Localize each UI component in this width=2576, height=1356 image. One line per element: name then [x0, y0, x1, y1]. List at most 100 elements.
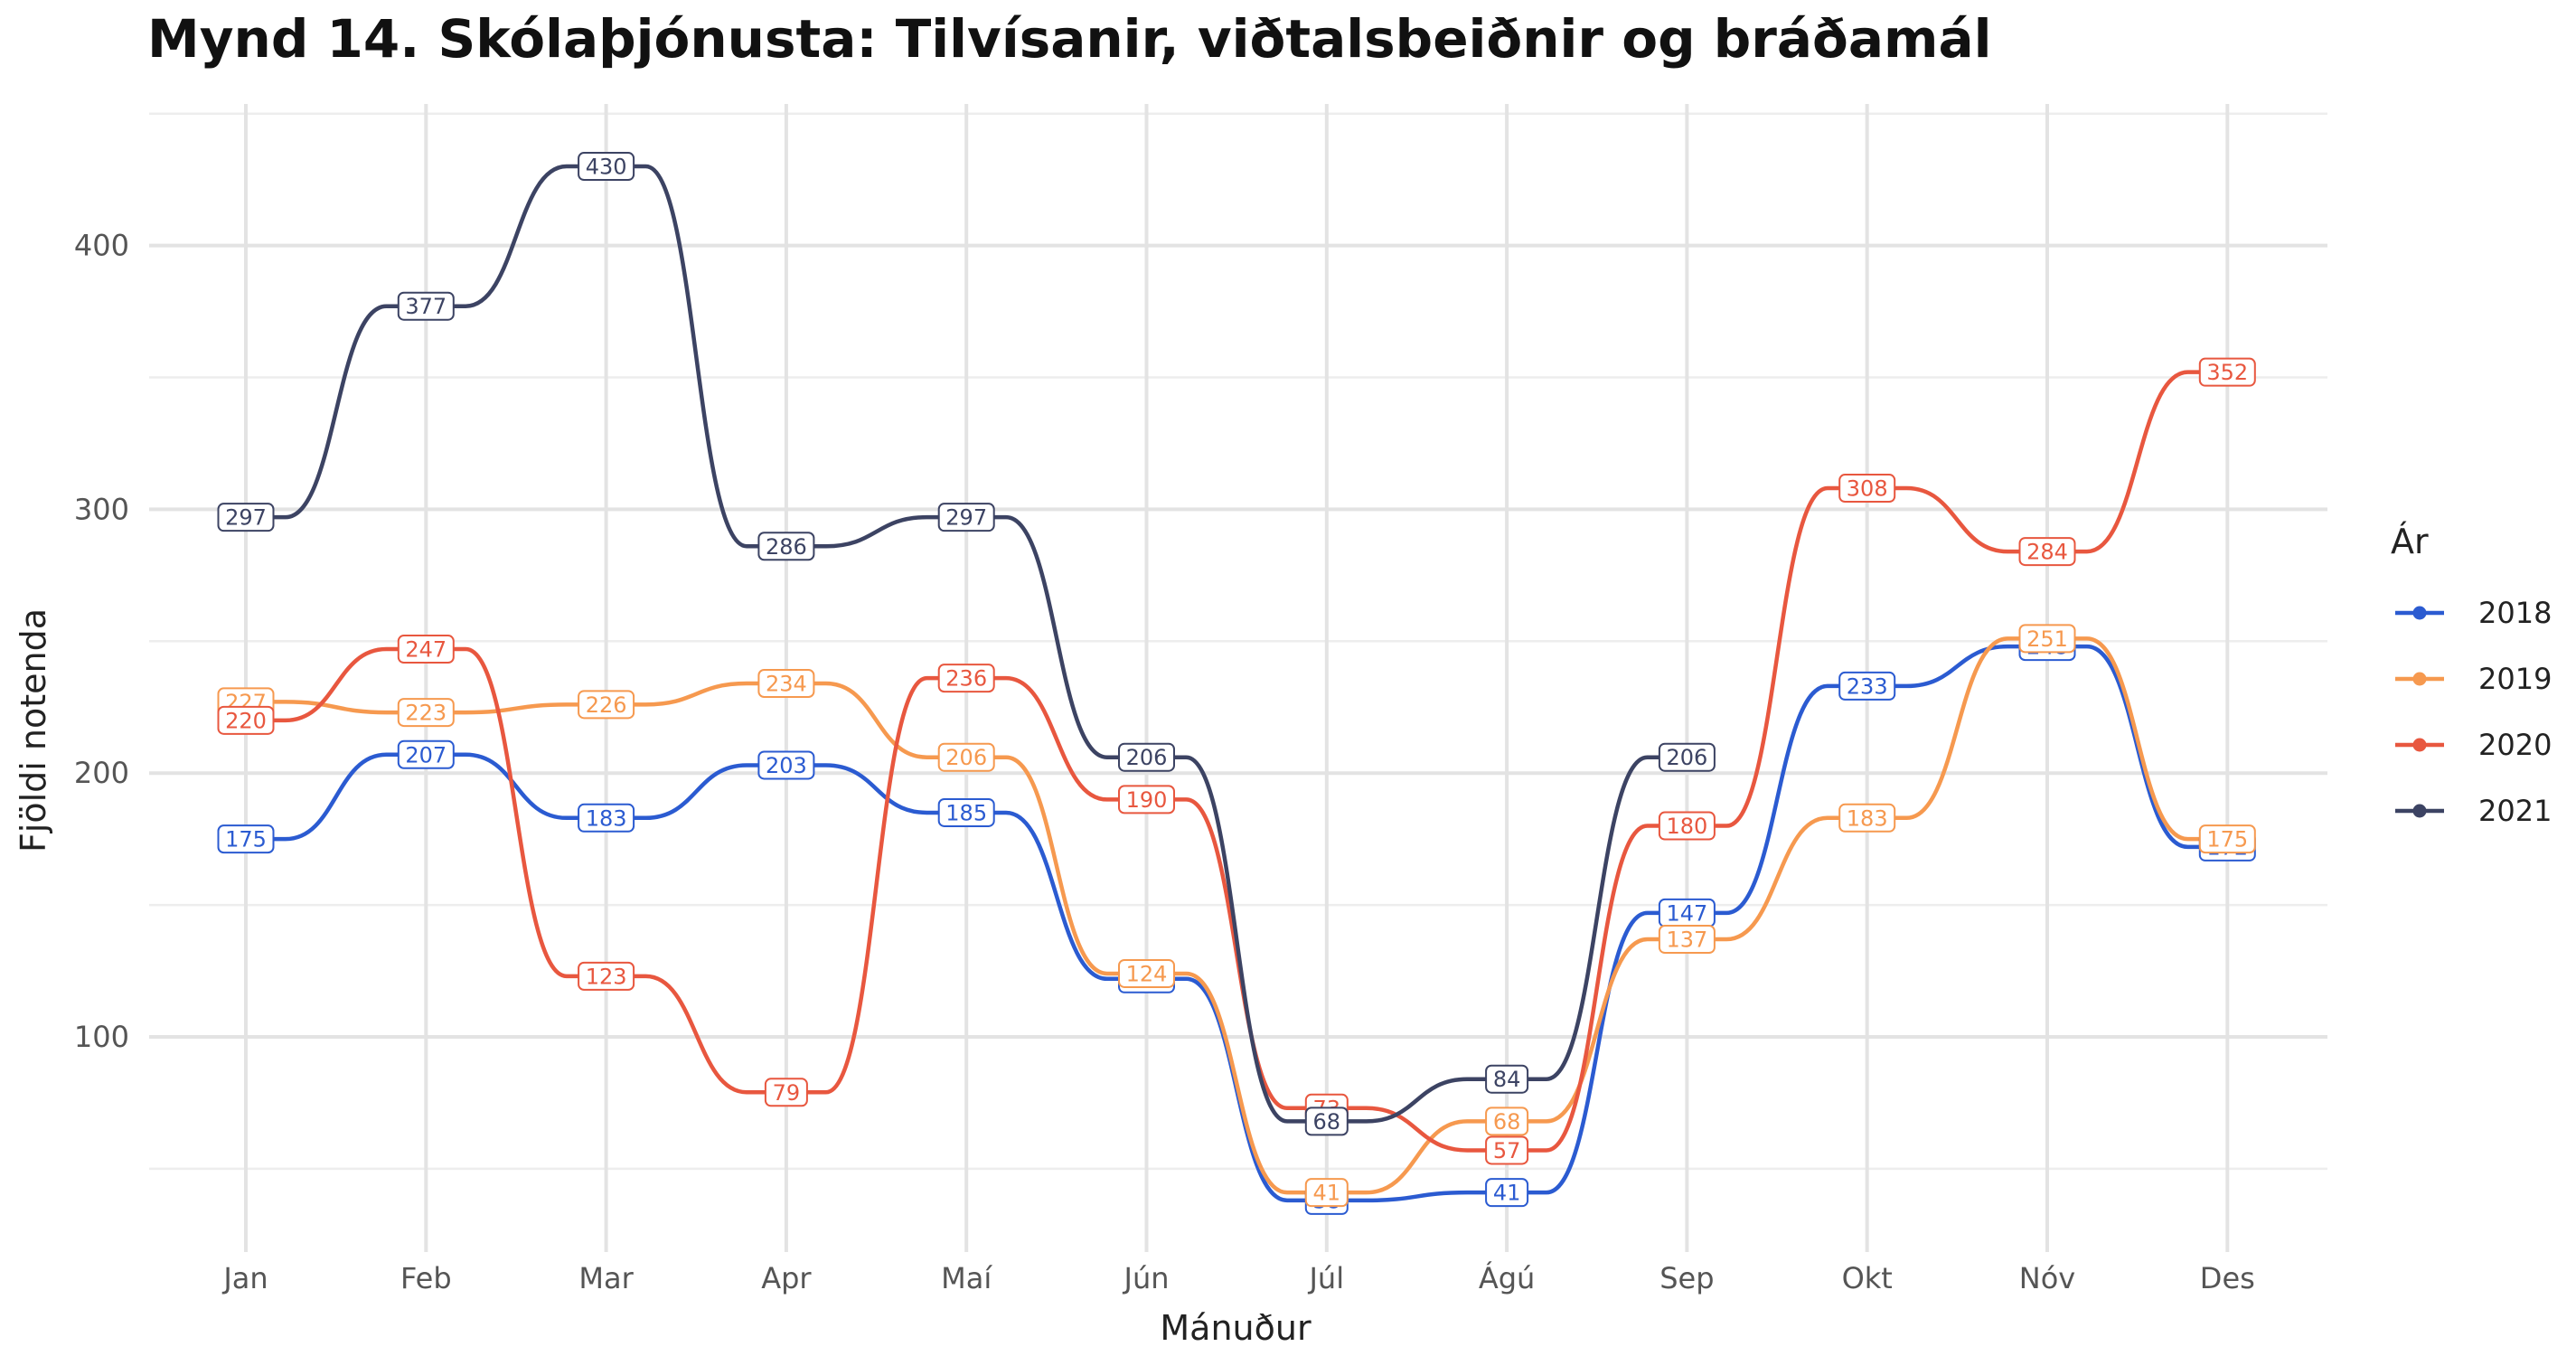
data-label-box	[1658, 925, 1716, 955]
data-label-text: 175	[2206, 827, 2248, 852]
data-label-box	[1485, 1178, 1529, 1208]
legend-label: 2018	[2478, 596, 2552, 630]
data-label: 206	[1118, 742, 1175, 772]
data-label: 183	[578, 803, 635, 833]
data-label-box	[1118, 742, 1175, 772]
x-tick-label: Júl	[1307, 1261, 1344, 1295]
data-label-box	[1118, 785, 1175, 815]
data-label: 41	[1304, 1178, 1349, 1208]
data-label: 247	[397, 635, 455, 664]
data-label-text: 352	[2206, 360, 2248, 385]
data-label-text: 79	[773, 1080, 801, 1106]
data-label-box	[1304, 1106, 1349, 1136]
data-label-box	[2018, 537, 2076, 567]
data-label: 286	[757, 532, 815, 561]
data-label-box	[397, 698, 455, 728]
data-label-text: 297	[945, 505, 987, 531]
legend-item: 2020	[2395, 728, 2552, 762]
data-label-text: 147	[1666, 900, 1707, 926]
data-label-text: 430	[586, 155, 627, 180]
data-label-box	[757, 668, 815, 698]
data-label-text: 220	[225, 708, 267, 733]
data-label-text: 190	[1126, 787, 1168, 813]
series-line-2020	[246, 370, 2228, 1153]
y-tick-label: 400	[74, 229, 129, 263]
data-label-text: 180	[1666, 814, 1707, 839]
y-axis-title: Fjöldi notenda	[14, 608, 53, 852]
data-label-text: 284	[2026, 540, 2068, 565]
x-tick-label: Nóv	[2019, 1261, 2075, 1295]
data-label: 220	[217, 705, 275, 735]
x-tick-label: Jún	[1123, 1261, 1170, 1295]
data-label: 297	[217, 503, 275, 532]
data-label-box	[217, 705, 275, 735]
data-label-box	[1485, 1135, 1529, 1165]
data-label: 377	[397, 291, 455, 321]
data-label-box	[217, 503, 275, 532]
data-label-box	[578, 803, 635, 833]
data-label: 68	[1485, 1106, 1529, 1136]
data-label-box	[937, 503, 995, 532]
data-label-box	[937, 664, 995, 693]
data-label: 284	[2018, 537, 2076, 567]
data-label: 41	[1485, 1178, 1529, 1208]
data-label-box	[937, 797, 995, 827]
data-label-box	[578, 961, 635, 991]
data-label-box	[1658, 811, 1716, 841]
data-label: 137	[1658, 925, 1716, 955]
data-label: 79	[764, 1078, 808, 1107]
series-line-2018	[246, 644, 2228, 1203]
data-label: 183	[1838, 803, 1896, 833]
data-label-box	[1118, 958, 1175, 988]
data-label-text: 206	[1126, 745, 1168, 770]
data-label-text: 297	[225, 505, 267, 531]
data-label: 123	[578, 961, 635, 991]
data-label-text: 286	[766, 534, 807, 560]
data-label-box	[397, 291, 455, 321]
data-label: 147	[1658, 898, 1716, 928]
data-label-text: 41	[1493, 1181, 1521, 1206]
data-label: 223	[397, 698, 455, 728]
y-tick-label: 200	[74, 756, 129, 790]
legend-marker	[2412, 606, 2427, 620]
data-label-text: 68	[1313, 1109, 1341, 1135]
x-tick-label: Sep	[1659, 1261, 1714, 1295]
data-label-box	[1304, 1178, 1349, 1208]
data-label: 308	[1838, 474, 1896, 504]
data-label: 352	[2198, 357, 2256, 387]
x-axis-title: Mánuður	[1160, 1308, 1312, 1348]
data-label: 226	[578, 690, 635, 720]
data-label-text: 123	[586, 964, 627, 989]
axis-ticks: 100 200 300 400 Jan Feb Mar Apr Maí Jún Júl Ágú Sep O…	[74, 229, 2255, 1295]
data-label: 84	[1485, 1064, 1529, 1094]
data-label-text: 68	[1493, 1109, 1521, 1135]
data-label: 190	[1118, 785, 1175, 815]
data-label: 68	[1304, 1106, 1349, 1136]
data-labels: 1752071832031851223841147233248172227223…	[217, 152, 2256, 1215]
data-label: 206	[1658, 742, 1716, 772]
data-label-box	[1485, 1064, 1529, 1094]
legend-marker	[2412, 672, 2427, 686]
data-label: 430	[578, 152, 635, 182]
data-label: 203	[757, 750, 815, 780]
data-label: 297	[937, 503, 995, 532]
x-tick-label: Mar	[578, 1261, 634, 1295]
data-label-box	[217, 824, 275, 854]
data-label-text: 41	[1313, 1181, 1341, 1206]
data-label: 233	[1838, 671, 1896, 701]
data-label-box	[1658, 742, 1716, 772]
legend: Ár 2018 2019 2020 2021	[2391, 522, 2552, 828]
series-line-2019	[246, 636, 2228, 1195]
data-label-text: 183	[586, 805, 627, 831]
x-tick-label: Maí	[941, 1261, 992, 1295]
data-label-box	[2198, 824, 2256, 854]
x-tick-label: Feb	[400, 1261, 452, 1295]
data-label-box	[578, 690, 635, 720]
legend-item: 2021	[2395, 794, 2552, 828]
data-label-text: 57	[1493, 1138, 1521, 1163]
data-label-text: 236	[945, 666, 987, 692]
chart-title: Mynd 14. Skólaþjónusta: Tilvísanir, viðt…	[147, 8, 1991, 70]
data-label: 207	[397, 739, 455, 769]
series-line-2021	[246, 164, 1688, 1124]
data-label-box	[1838, 803, 1896, 833]
